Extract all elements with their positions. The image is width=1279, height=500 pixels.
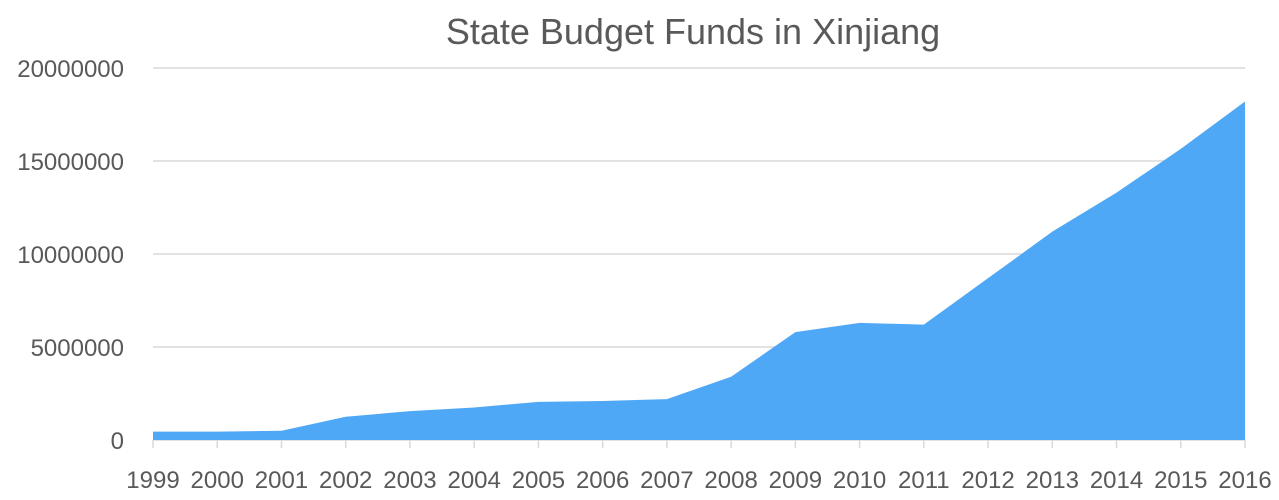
y-tick-label: 5000000: [31, 335, 124, 362]
area-series-fill: [153, 101, 1245, 440]
x-tick-label: 2001: [255, 467, 308, 494]
x-tick-label: 2010: [833, 467, 886, 494]
x-tick-label: 2007: [640, 467, 693, 494]
x-tick-label: 2014: [1090, 467, 1143, 494]
y-axis-ticks: 0 5000000 10000000 15000000 20000000: [17, 56, 124, 455]
x-tick-label: 2006: [576, 467, 629, 494]
x-tick-label: 2011: [898, 467, 950, 494]
chart-title: State Budget Funds in Xinjiang: [446, 11, 940, 52]
x-tick-label: 1999: [126, 467, 179, 494]
x-tick-label: 2000: [191, 467, 244, 494]
x-tick-label: 2005: [512, 467, 565, 494]
x-tick-label: 2004: [447, 467, 500, 494]
y-tick-label: 20000000: [17, 56, 124, 83]
area-series: [152, 101, 1246, 440]
x-tick-label: 2002: [319, 467, 372, 494]
y-tick-label: 10000000: [17, 242, 124, 269]
x-axis-ticks: 1999 2000 2001 2002 2003 2004 2005 2006 2007 2008…: [126, 440, 1272, 494]
x-tick-label: 2003: [383, 467, 436, 494]
x-tick-label: 2008: [704, 467, 757, 494]
y-tick-label: 15000000: [17, 149, 124, 176]
x-tick-label: 2013: [1026, 467, 1079, 494]
y-tick-label: 0: [111, 428, 124, 455]
x-tick-label: 2009: [769, 467, 822, 494]
x-tick-label: 2012: [961, 467, 1014, 494]
x-tick-label: 2016: [1218, 467, 1271, 494]
x-tick-label: 2015: [1154, 467, 1207, 494]
